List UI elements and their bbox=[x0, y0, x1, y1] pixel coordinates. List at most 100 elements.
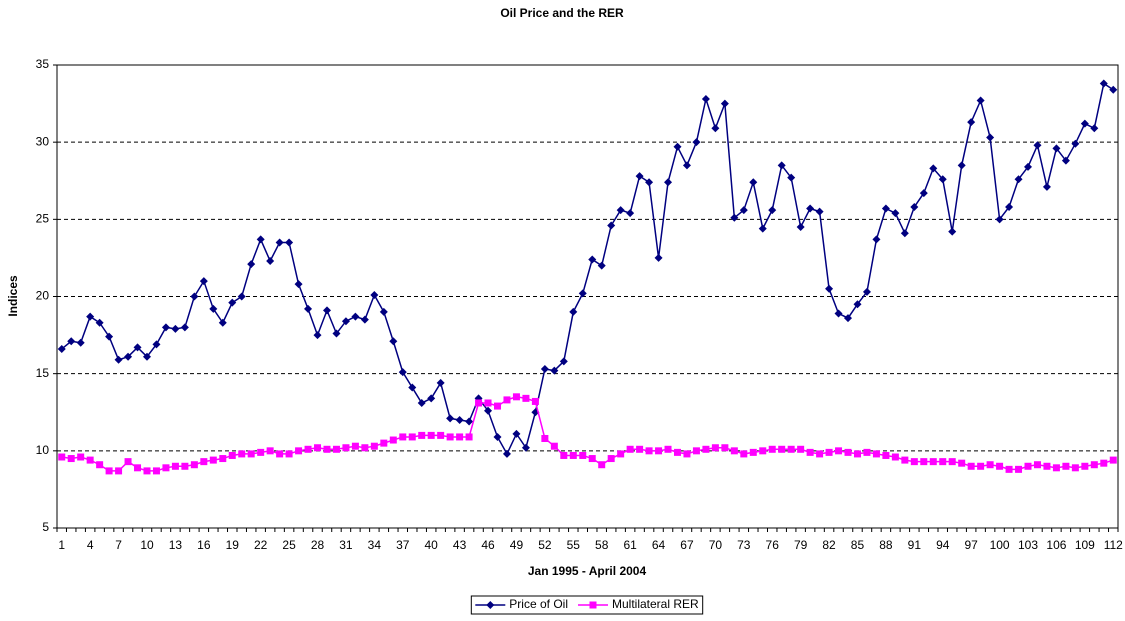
marker bbox=[180, 323, 189, 332]
x-tick-label: 94 bbox=[936, 538, 950, 552]
x-tick-label: 106 bbox=[1046, 538, 1066, 552]
marker bbox=[493, 432, 502, 441]
legend-label: Price of Oil bbox=[509, 597, 568, 611]
marker bbox=[1099, 79, 1108, 88]
marker bbox=[67, 337, 76, 346]
marker bbox=[437, 431, 445, 439]
marker bbox=[228, 451, 236, 459]
marker bbox=[171, 462, 179, 470]
x-tick-label: 28 bbox=[311, 538, 325, 552]
marker bbox=[228, 298, 237, 307]
marker bbox=[853, 300, 862, 309]
y-tick-label: 5 bbox=[42, 520, 49, 534]
marker bbox=[872, 235, 881, 244]
x-tick-label: 61 bbox=[623, 538, 637, 552]
legend-item: Multilateral RER bbox=[577, 597, 699, 611]
marker bbox=[759, 447, 767, 455]
marker bbox=[1071, 464, 1079, 472]
marker bbox=[958, 459, 966, 467]
marker bbox=[342, 444, 350, 452]
marker bbox=[617, 450, 625, 458]
marker bbox=[967, 118, 976, 127]
marker bbox=[1033, 461, 1041, 469]
marker bbox=[721, 444, 729, 452]
marker bbox=[654, 253, 663, 262]
marker bbox=[436, 378, 445, 387]
marker bbox=[257, 448, 265, 456]
marker bbox=[616, 206, 625, 215]
marker bbox=[512, 429, 521, 438]
x-tick-label: 73 bbox=[737, 538, 751, 552]
marker bbox=[626, 445, 634, 453]
marker bbox=[967, 462, 975, 470]
x-tick-label: 79 bbox=[794, 538, 808, 552]
y-tick-label: 20 bbox=[36, 289, 50, 303]
marker bbox=[683, 450, 691, 458]
marker bbox=[636, 445, 644, 453]
marker bbox=[787, 173, 796, 182]
marker bbox=[957, 161, 966, 170]
marker bbox=[626, 209, 635, 218]
marker bbox=[768, 445, 776, 453]
marker bbox=[986, 461, 994, 469]
marker bbox=[351, 312, 360, 321]
marker bbox=[96, 461, 104, 469]
marker bbox=[844, 448, 852, 456]
marker bbox=[295, 447, 303, 455]
marker bbox=[502, 449, 511, 458]
x-tick-label: 49 bbox=[510, 538, 524, 552]
marker bbox=[152, 467, 160, 475]
x-tick-label: 13 bbox=[169, 538, 183, 552]
chart-title: Oil Price and the RER bbox=[500, 6, 624, 20]
marker bbox=[247, 260, 256, 269]
marker bbox=[332, 445, 340, 453]
marker bbox=[465, 433, 473, 441]
marker bbox=[986, 133, 995, 142]
marker bbox=[285, 238, 294, 247]
marker bbox=[370, 290, 379, 299]
x-tick-label: 88 bbox=[879, 538, 893, 552]
marker bbox=[456, 433, 464, 441]
marker bbox=[948, 227, 957, 236]
x-tick-label: 67 bbox=[680, 538, 694, 552]
y-axis-label: Indices bbox=[6, 275, 20, 317]
marker bbox=[664, 178, 673, 187]
marker bbox=[806, 204, 815, 213]
marker bbox=[1042, 182, 1051, 191]
marker bbox=[881, 204, 890, 213]
marker bbox=[417, 398, 426, 407]
x-tick-label: 82 bbox=[822, 538, 836, 552]
marker bbox=[589, 601, 597, 609]
marker bbox=[796, 223, 805, 232]
marker bbox=[219, 455, 227, 463]
marker bbox=[739, 206, 748, 215]
marker bbox=[569, 451, 577, 459]
y-tick-label: 25 bbox=[36, 212, 50, 226]
marker bbox=[124, 458, 132, 466]
marker bbox=[550, 442, 558, 450]
marker bbox=[142, 352, 151, 361]
marker bbox=[910, 202, 919, 211]
marker bbox=[1109, 85, 1118, 94]
marker bbox=[607, 221, 616, 230]
series-line bbox=[61, 82, 1114, 456]
marker bbox=[294, 280, 303, 289]
x-tick-label: 103 bbox=[1018, 538, 1038, 552]
x-tick-label: 25 bbox=[282, 538, 296, 552]
marker bbox=[455, 415, 464, 424]
marker bbox=[190, 292, 199, 301]
marker bbox=[1109, 456, 1117, 464]
marker bbox=[398, 368, 407, 377]
marker bbox=[370, 442, 378, 450]
marker bbox=[882, 451, 890, 459]
marker bbox=[427, 394, 436, 403]
marker bbox=[1080, 119, 1089, 128]
marker bbox=[323, 445, 331, 453]
x-tick-label: 97 bbox=[964, 538, 978, 552]
marker bbox=[76, 338, 85, 347]
marker bbox=[190, 461, 198, 469]
marker bbox=[181, 462, 189, 470]
marker bbox=[607, 455, 615, 463]
marker bbox=[322, 306, 331, 315]
marker bbox=[901, 456, 909, 464]
